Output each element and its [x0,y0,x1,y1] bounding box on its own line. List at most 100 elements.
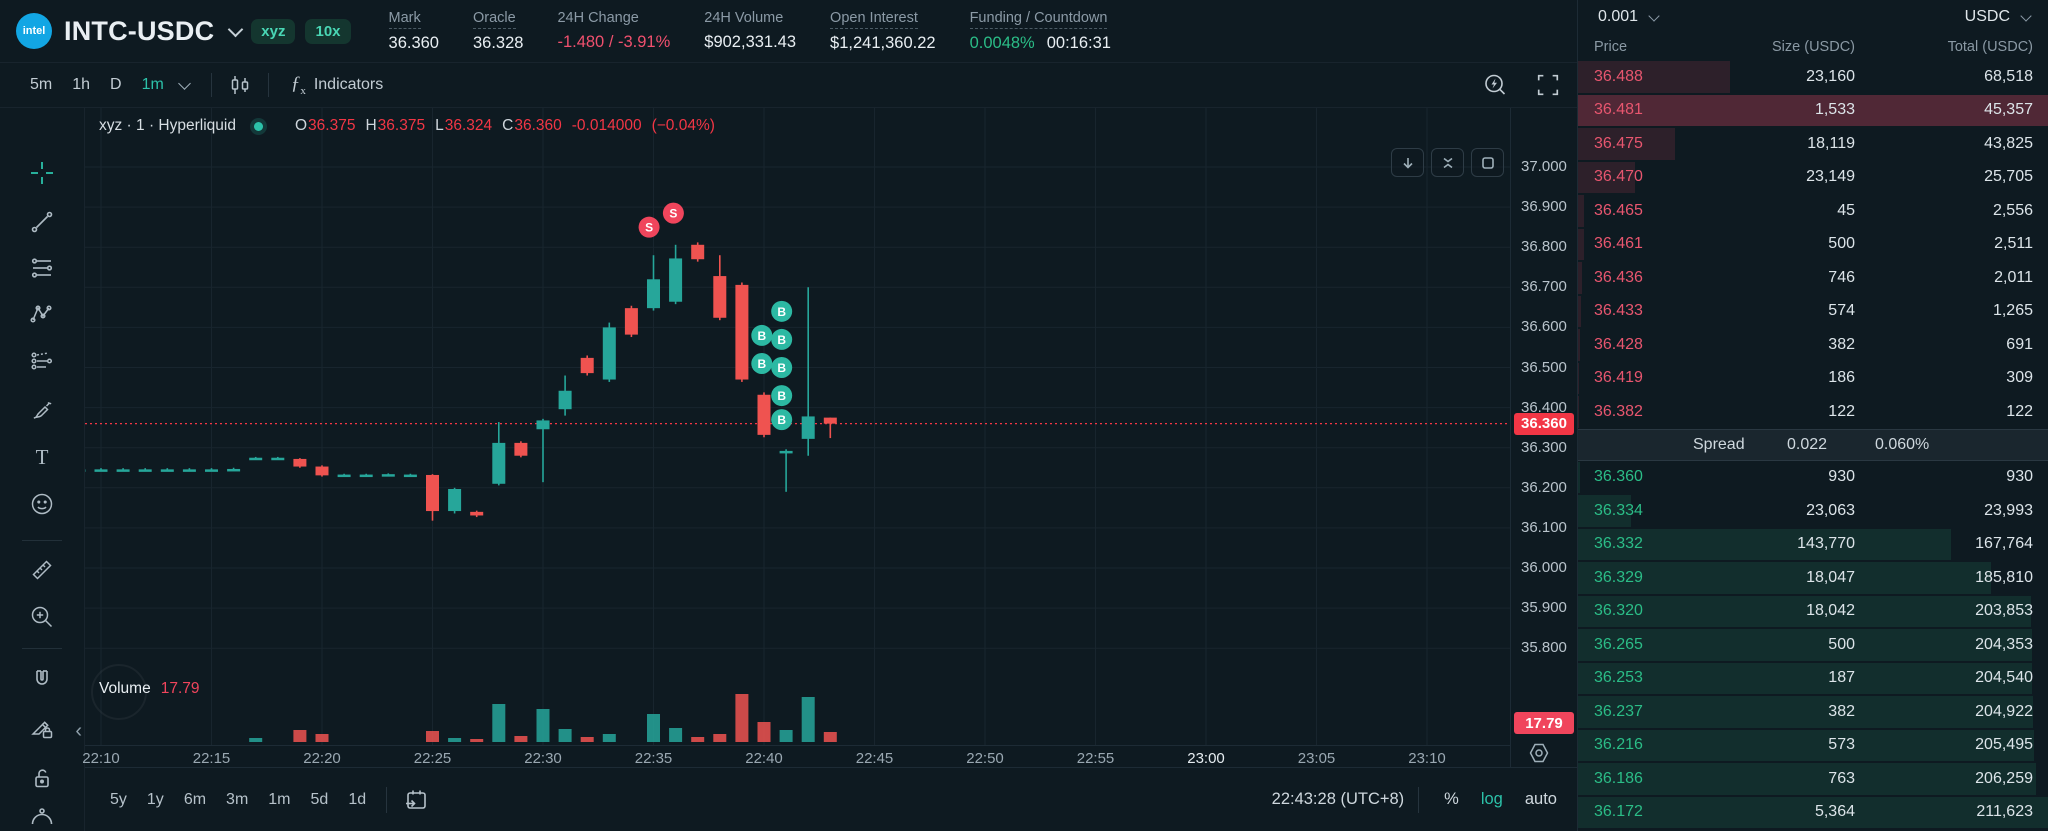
quick-search-button[interactable] [1482,72,1509,99]
percent-scale-button[interactable]: % [1444,790,1459,808]
orderbook-row-bid[interactable]: 36.237 382 204,922 [1578,695,2048,729]
price-axis[interactable]: 37.000 36.900 36.800 36.700 36.600 36.500 36.4… [1510,108,1579,767]
orderbook-row-ask[interactable]: 36.470 23,149 25,705 [1578,161,2048,195]
ohlc-value: (−0.04%) [651,117,715,134]
range-button-1d[interactable]: 1d [348,790,367,808]
divider [210,72,212,97]
time-axis[interactable]: 22:10 22:15 22:20 22:25 22:30 22:35 22:40 22:45… [82,745,1510,768]
orderbook-row-bid[interactable]: 36.172 5,364 211,623 [1578,796,2048,830]
orderbook-row-ask[interactable]: 36.419 186 309 [1578,362,2048,396]
text-tool-tool[interactable]: T [28,443,56,471]
unit-dropdown[interactable]: USDC [1965,8,2032,26]
orderbook-row-bid[interactable]: 36.334 23,063 23,993 [1578,494,2048,528]
maximize-pane-button[interactable] [1471,148,1504,177]
toolbar-collapse-arrow[interactable]: ‹ [75,720,82,742]
depth-bar [1578,495,1632,527]
orderbook-row-ask[interactable]: 36.465 45 2,556 [1578,194,2048,228]
range-button-5y[interactable]: 5y [110,790,127,808]
depth-bar [1578,796,2048,828]
fib-retracement-tool[interactable] [28,254,56,282]
brush-tool[interactable] [28,396,56,424]
market-stat: Funding / Countdown 0.0048% 00:16:31 [969,9,1111,53]
ruler-tool[interactable] [28,556,56,584]
volume-bar [536,709,550,742]
trend-line-tool[interactable] [28,208,56,236]
scroll-to-latest-button[interactable] [1391,148,1424,177]
orderbook-row-ask[interactable]: 36.488 23,160 68,518 [1578,60,2048,94]
leverage-badge: 10x [305,18,351,44]
pair-selector[interactable]: intel INTC-USDC xyz 10x [16,13,351,49]
orderbook-row-bid[interactable]: 36.320 18,042 203,853 [1578,595,2048,629]
clock-utc[interactable]: 22:43:28 (UTC+8) [1271,790,1405,808]
range-button-5d[interactable]: 5d [310,790,329,808]
range-button-3m[interactable]: 3m [226,790,249,808]
xabcd-pattern-tool[interactable] [28,299,56,327]
timeframe-button-1h[interactable]: 1h [72,75,91,93]
orderbook-row-ask[interactable]: 36.436 746 2,011 [1578,261,2048,295]
range-button-1m[interactable]: 1m [268,790,291,808]
zoom-in-tool[interactable] [28,603,56,631]
fib-retracement-icon [31,258,53,278]
orderbook-row-ask[interactable]: 36.481 1,533 45,357 [1578,94,2048,128]
price-axis-label: 36.300 [1521,438,1567,456]
hide-drawings-tool[interactable] [28,801,56,829]
emoji-tool-tool[interactable] [28,490,56,518]
candle-style-button[interactable] [228,73,252,97]
total-cell: 204,353 [1975,635,2033,653]
price-cell: 36.481 [1594,101,1643,119]
indicators-button[interactable]: ƒx Indicators [290,73,384,97]
stat-value: -1.480 / -3.91% [557,33,671,51]
timeframe-menu-chevron-icon[interactable] [177,77,191,90]
size-cell: 18,047 [1806,568,1855,586]
magnet-tool[interactable] [28,666,56,694]
timeframe-button-5m[interactable]: 5m [30,75,53,93]
volume-bar [779,730,793,742]
projection-tool[interactable] [28,346,56,374]
total-cell: 205,495 [1975,736,2033,754]
dex-badge: xyz [251,18,296,44]
chevron-down-icon [1648,9,1660,22]
ohlc-key: H [365,117,377,134]
orderbook-row-bid[interactable]: 36.360 930 930 [1578,461,2048,495]
size-cell: 573 [1828,736,1855,754]
depth-bar [1578,528,1951,560]
orderbook-row-ask[interactable]: 36.428 382 691 [1578,328,2048,362]
orderbook-row-bid[interactable]: 36.216 573 205,495 [1578,729,2048,763]
buy-marker: B [771,357,793,378]
orderbook-row-ask[interactable]: 36.461 500 2,511 [1578,228,2048,262]
lock-all-tool[interactable] [28,764,56,792]
price-cell: 36.186 [1594,769,1643,787]
log-scale-button[interactable]: log [1480,790,1503,808]
chevron-down-icon [2020,9,2032,22]
go-to-date-button[interactable] [403,787,429,813]
orderbook-row-bid[interactable]: 36.186 763 206,259 [1578,762,2048,796]
orderbook-row-bid[interactable]: 36.265 500 204,353 [1578,628,2048,662]
auto-scale-button[interactable]: auto [1524,790,1557,808]
depth-bar [1578,629,2032,661]
range-button-6m[interactable]: 6m [183,790,207,808]
candle-body [426,474,439,512]
orderbook-row-bid[interactable]: 36.329 18,047 185,810 [1578,561,2048,595]
drawing-lock-tool[interactable] [28,714,56,742]
range-button-1y[interactable]: 1y [146,790,164,808]
price-axis-label: 36.600 [1521,318,1567,336]
timeframe-button-1m[interactable]: 1m [141,75,164,93]
buy-marker: B [771,385,793,407]
axis-settings-button[interactable] [1527,742,1551,764]
stat-value: 0.0048% 00:16:31 [969,34,1111,52]
orderbook-row-bid[interactable]: 36.332 143,770 167,764 [1578,528,2048,562]
tick-size-dropdown[interactable]: 0.001 [1598,8,1660,26]
collapse-pane-button[interactable] [1431,148,1464,177]
orderbook-row-ask[interactable]: 36.382 122 122 [1578,395,2048,429]
fullscreen-button[interactable] [1535,72,1561,98]
orderbook-row-ask[interactable]: 36.475 18,119 43,825 [1578,127,2048,161]
crosshair-tool[interactable] [28,159,56,187]
total-cell: 203,853 [1975,602,2033,620]
orderbook-row-ask[interactable]: 36.433 574 1,265 [1578,295,2048,329]
svg-text:B: B [757,329,766,343]
price-axis-label: 36.200 [1521,478,1567,496]
orderbook-row-bid[interactable]: 36.253 187 204,540 [1578,662,2048,696]
timeframe-button-D[interactable]: D [110,75,122,93]
